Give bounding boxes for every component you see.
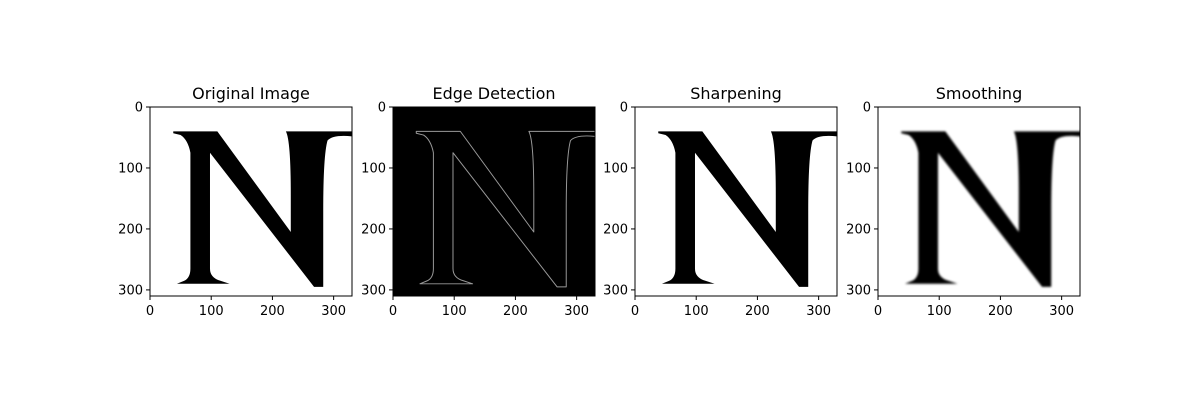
glyph-n [173, 131, 352, 287]
y-tick-label: 200 [118, 222, 143, 237]
glyph-n [658, 131, 837, 287]
glyph-n [901, 131, 1080, 287]
x-tick-label: 200 [745, 304, 770, 319]
x-tick-label: 0 [389, 304, 397, 319]
y-tick-label: 300 [118, 283, 143, 298]
x-tick-label: 200 [260, 304, 285, 319]
x-tick-label: 0 [874, 304, 882, 319]
axes-frame [149, 106, 353, 297]
x-tick-label: 100 [442, 304, 467, 319]
x-tick-label: 100 [199, 304, 224, 319]
glyph-n [415, 130, 595, 288]
axes-frame [392, 106, 596, 297]
x-tick-label: 0 [631, 304, 639, 319]
x-tick-label: 200 [988, 304, 1013, 319]
axes-frame [877, 106, 1081, 297]
y-tick-label: 100 [846, 161, 871, 176]
image-background [393, 107, 595, 296]
y-tick-label: 200 [361, 222, 386, 237]
panel-title: Sharpening [690, 84, 782, 103]
panel-title: Edge Detection [432, 84, 555, 103]
y-tick-label: 0 [135, 101, 143, 116]
y-tick-label: 0 [378, 101, 386, 116]
y-tick-label: 300 [846, 283, 871, 298]
x-tick-label: 200 [503, 304, 528, 319]
x-tick-label: 100 [927, 304, 952, 319]
x-tick-label: 300 [806, 304, 831, 319]
y-tick-label: 0 [620, 101, 628, 116]
x-tick-label: 300 [564, 304, 589, 319]
y-tick-label: 300 [603, 283, 628, 298]
y-tick-label: 200 [603, 222, 628, 237]
x-tick-label: 100 [684, 304, 709, 319]
y-tick-label: 100 [118, 161, 143, 176]
axes-frame [634, 106, 838, 297]
y-tick-label: 0 [863, 101, 871, 116]
x-tick-label: 0 [146, 304, 154, 319]
panel-title: Original Image [192, 84, 310, 103]
x-tick-label: 300 [1049, 304, 1074, 319]
x-tick-label: 300 [321, 304, 346, 319]
y-tick-label: 100 [361, 161, 386, 176]
y-tick-label: 200 [846, 222, 871, 237]
panel-title: Smoothing [936, 84, 1022, 103]
y-tick-label: 300 [361, 283, 386, 298]
y-tick-label: 100 [603, 161, 628, 176]
